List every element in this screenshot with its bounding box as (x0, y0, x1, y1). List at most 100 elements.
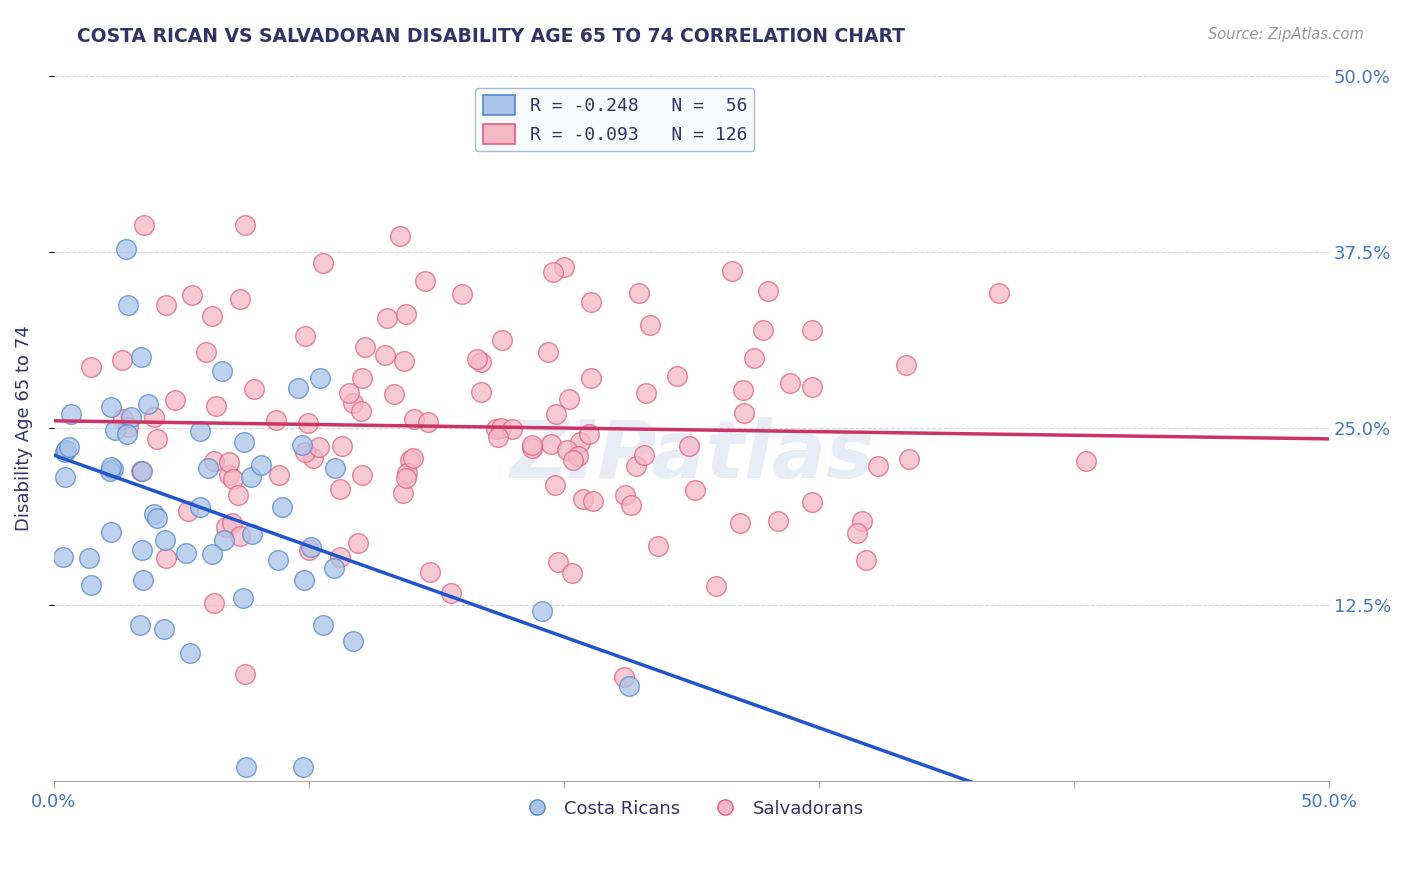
Point (201, 548, 224, 562)
Point (627, 285, 650, 300)
Point (174, 546, 197, 560)
Point (111, 353, 134, 368)
Point (177, 504, 200, 518)
Point (323, 461, 346, 475)
Point (188, 424, 211, 438)
Point (730, 516, 752, 530)
Point (309, 371, 332, 385)
Point (131, 573, 153, 587)
Text: Source: ZipAtlas.com: Source: ZipAtlas.com (1208, 27, 1364, 42)
Point (683, 483, 706, 498)
Point (129, 351, 152, 365)
Point (329, 549, 352, 564)
Point (613, 488, 636, 502)
Point (342, 634, 364, 648)
Point (382, 386, 405, 401)
Point (613, 670, 636, 684)
Point (298, 542, 321, 557)
Point (392, 485, 415, 500)
Point (779, 376, 801, 390)
Point (117, 298, 139, 312)
Point (179, 646, 201, 660)
Point (801, 380, 824, 394)
Point (329, 483, 352, 497)
Point (647, 539, 669, 553)
Y-axis label: Disability Age 65 to 74: Disability Age 65 to 74 (15, 326, 32, 531)
Point (450, 287, 472, 301)
Point (323, 561, 346, 575)
Point (855, 552, 877, 566)
Point (202, 454, 225, 468)
Point (100, 464, 122, 478)
Point (221, 516, 243, 530)
Point (58, 441, 80, 455)
Point (292, 573, 315, 587)
Point (470, 355, 492, 369)
Point (80, 359, 103, 374)
Point (439, 586, 461, 600)
Point (619, 679, 641, 693)
Point (117, 419, 139, 434)
Point (544, 407, 567, 421)
Point (229, 292, 252, 306)
Point (579, 371, 602, 385)
Point (633, 448, 655, 462)
Point (233, 434, 256, 449)
Point (194, 345, 217, 359)
Point (218, 467, 240, 482)
Point (389, 228, 412, 243)
Point (240, 469, 263, 483)
Point (55, 443, 77, 458)
Point (558, 392, 581, 406)
Point (489, 421, 512, 435)
Point (287, 381, 309, 395)
Point (229, 528, 252, 542)
Point (115, 242, 138, 256)
Point (541, 265, 564, 279)
Point (402, 450, 425, 465)
Point (987, 286, 1010, 301)
Point (394, 307, 416, 321)
Point (394, 353, 416, 368)
Point (337, 385, 360, 400)
Point (567, 449, 589, 463)
Point (561, 566, 583, 580)
Point (271, 500, 294, 514)
Point (555, 443, 578, 458)
Point (624, 459, 647, 474)
Point (544, 478, 567, 492)
Point (868, 458, 890, 473)
Point (155, 298, 177, 312)
Point (350, 467, 373, 482)
Point (128, 617, 150, 632)
Point (232, 591, 254, 605)
Point (143, 409, 166, 424)
Point (120, 410, 142, 425)
Point (665, 368, 688, 383)
Point (485, 422, 508, 436)
Point (134, 218, 156, 232)
Point (202, 596, 225, 610)
Point (465, 352, 488, 367)
Point (894, 358, 917, 372)
Point (766, 514, 789, 528)
Point (214, 520, 236, 534)
Point (153, 622, 176, 636)
Point (100, 524, 122, 539)
Point (897, 452, 920, 467)
Text: ZIPatlas: ZIPatlas (509, 417, 873, 495)
Point (301, 450, 323, 465)
Point (131, 542, 153, 557)
Point (395, 466, 418, 480)
Point (731, 383, 754, 397)
Point (678, 438, 700, 452)
Point (413, 274, 436, 288)
Point (572, 491, 595, 506)
Point (501, 422, 523, 436)
Point (235, 666, 257, 681)
Point (330, 439, 353, 453)
Point (101, 462, 124, 476)
Point (204, 399, 226, 413)
Point (402, 411, 425, 425)
Point (800, 495, 823, 509)
